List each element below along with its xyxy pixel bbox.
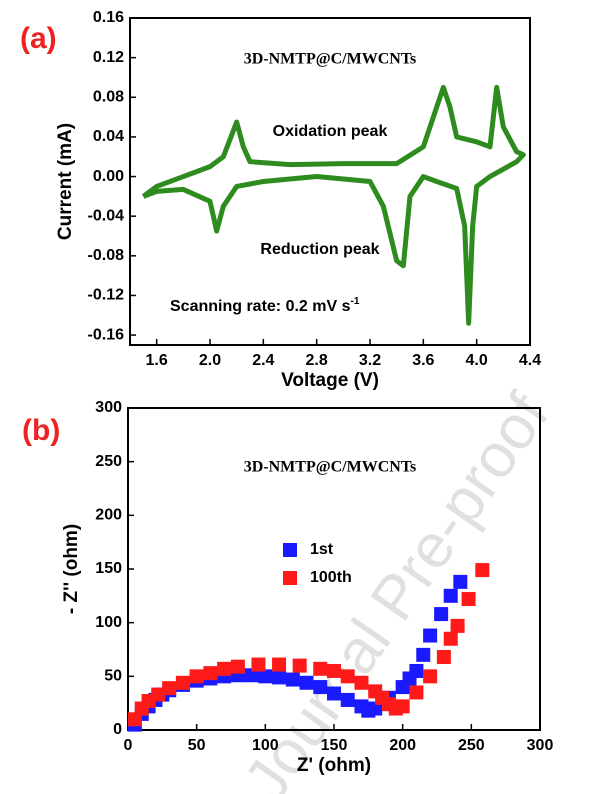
data-point [340, 692, 355, 707]
annotation-text: Oxidation peak [273, 123, 388, 140]
data-point [151, 687, 166, 702]
y-tick-label: 300 [95, 399, 122, 416]
y-tick-label: 200 [95, 507, 122, 524]
legend-swatch [283, 543, 297, 557]
y-tick-label: 0.12 [93, 49, 124, 66]
data-point [409, 685, 424, 700]
y-axis-label: - Z'' (ohm) [61, 524, 82, 614]
data-point [244, 668, 259, 683]
x-tick-label: 250 [458, 737, 485, 754]
data-point [272, 657, 287, 672]
y-tick-label: 100 [95, 614, 122, 631]
y-tick-label: 0.04 [93, 128, 124, 145]
data-point [354, 675, 369, 690]
y-axis-label: Current (mA) [55, 123, 76, 240]
x-axis-label: Voltage (V) [281, 370, 379, 391]
data-point [409, 663, 424, 678]
data-point [327, 663, 341, 678]
y-tick-label: 0.16 [93, 9, 124, 26]
data-point [127, 712, 142, 727]
data-point [423, 628, 438, 643]
y-tick-label: -0.12 [88, 287, 125, 304]
annotation-text: Reduction peak [260, 241, 379, 258]
y-tick-label: -0.16 [88, 326, 125, 343]
x-tick-label: 2.0 [199, 352, 221, 369]
data-point [258, 669, 273, 684]
data-point [217, 661, 232, 676]
legend-label: 100th [310, 569, 352, 586]
panel-label: (a) [20, 22, 57, 55]
x-tick-label: 1.6 [146, 352, 168, 369]
x-tick-label: 300 [527, 737, 554, 754]
data-point [189, 669, 204, 684]
annotation: Scanning rate: 0.2 mV s-1 [170, 296, 360, 316]
data-point [299, 675, 314, 690]
x-tick-label: 50 [188, 737, 206, 754]
data-point [395, 699, 410, 714]
data-point [340, 669, 355, 684]
y-tick-label: 0 [113, 721, 122, 738]
legend-swatch [283, 571, 297, 585]
x-tick-label: 0 [124, 737, 133, 754]
annotation-superscript: -1 [351, 296, 360, 307]
data-point [285, 672, 300, 687]
data-point [443, 588, 458, 603]
panel-label: (b) [22, 414, 60, 447]
x-tick-label: 2.4 [252, 352, 274, 369]
annotation-text: Scanning rate: 0.2 mV s [170, 298, 351, 315]
y-tick-label: -0.08 [88, 247, 125, 264]
data-point [313, 680, 328, 695]
chart-title: 3D-NMTP@C/MWCNTs [244, 51, 417, 68]
data-point [423, 669, 438, 684]
legend-label: 1st [310, 541, 334, 558]
y-tick-label: 150 [95, 560, 122, 577]
plot-frame [129, 17, 531, 346]
data-point [251, 657, 266, 672]
data-point [443, 631, 458, 646]
data-point [461, 592, 476, 607]
annotation: Oxidation peak [273, 123, 388, 140]
data-point [162, 681, 177, 696]
data-point [475, 563, 490, 578]
y-tick-label: 250 [95, 453, 122, 470]
x-tick-label: 200 [389, 737, 416, 754]
x-tick-label: 4.0 [466, 352, 488, 369]
y-tick-label: -0.04 [88, 207, 125, 224]
chart-title: 3D-NMTP@C/MWCNTs [244, 459, 417, 476]
y-tick-label: 50 [104, 668, 122, 685]
data-point [272, 670, 287, 685]
annotation: Reduction peak [260, 241, 379, 258]
data-point [230, 659, 245, 674]
data-point [203, 666, 218, 681]
x-tick-label: 4.4 [519, 352, 541, 369]
y-tick-label: 0.00 [93, 168, 124, 185]
data-point [327, 686, 341, 701]
cv-curve [141, 84, 526, 326]
data-point [450, 618, 465, 633]
x-axis-label: Z' (ohm) [297, 755, 371, 776]
data-point [416, 647, 431, 662]
y-tick-label: 0.08 [93, 88, 124, 105]
watermark: Journal Pre-proof [231, 381, 563, 794]
data-point [434, 607, 449, 622]
data-point [175, 675, 190, 690]
x-tick-label: 3.6 [412, 352, 434, 369]
x-tick-label: 2.8 [306, 352, 328, 369]
x-tick-label: 3.2 [359, 352, 381, 369]
x-tick-label: 150 [321, 737, 348, 754]
data-point [313, 661, 328, 676]
data-point [436, 650, 451, 665]
data-point [453, 574, 468, 589]
data-point [368, 701, 383, 716]
data-point [292, 658, 307, 673]
x-tick-label: 100 [252, 737, 279, 754]
